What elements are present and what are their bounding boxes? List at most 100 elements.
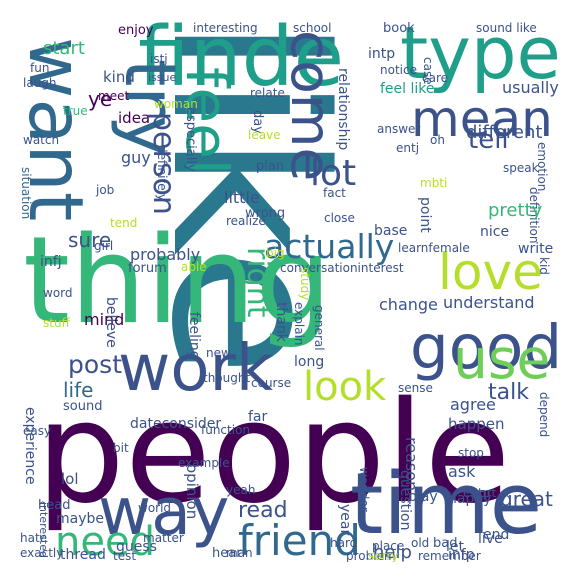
cloud-word: able xyxy=(181,260,207,274)
cloud-word: laugh xyxy=(23,76,57,90)
cloud-word: leave xyxy=(248,128,281,142)
cloud-word: maybe xyxy=(56,511,105,527)
cloud-word: fact xyxy=(323,186,346,200)
cloud-word: pretty xyxy=(488,200,543,221)
cloud-word: example xyxy=(178,456,230,470)
cloud-word: woman xyxy=(154,97,198,111)
cloud-word: interesting xyxy=(193,21,258,35)
cloud-word: write xyxy=(518,241,554,257)
cloud-word: especially xyxy=(183,107,198,172)
cloud-word: people xyxy=(36,372,511,535)
cloud-word: entj xyxy=(396,141,420,155)
cloud-word: function xyxy=(201,423,251,437)
cloud-word: yeah xyxy=(226,483,256,497)
cloud-word: watch xyxy=(23,133,60,147)
cloud-word: mind xyxy=(84,310,125,329)
cloud-word: emotion xyxy=(535,142,549,192)
cloud-word: mean xyxy=(411,90,553,148)
cloud-word: kid xyxy=(537,257,551,275)
cloud-word: oh xyxy=(430,133,445,147)
cloud-word: feeling xyxy=(186,312,202,360)
cloud-word: course xyxy=(251,376,292,390)
cloud-word: hard xyxy=(330,536,358,550)
cloud-word: learnfemale xyxy=(398,241,470,255)
cloud-word: little xyxy=(224,188,260,207)
cloud-word: school xyxy=(293,21,332,35)
cloud-word: agree xyxy=(450,395,496,414)
cloud-word: speak xyxy=(503,161,539,175)
cloud-word: entp xyxy=(463,486,491,500)
cloud-word: ask xyxy=(448,462,476,481)
word-cloud: like people thing time want finde type good work… xyxy=(18,12,562,562)
cloud-word: thread xyxy=(60,547,106,562)
cloud-word: sort xyxy=(473,486,497,500)
cloud-word: lot xyxy=(310,153,357,194)
cloud-word: guy xyxy=(121,148,151,167)
cloud-word: love xyxy=(438,243,543,301)
cloud-word: happen xyxy=(448,415,505,433)
cloud-word: care xyxy=(422,71,449,85)
cloud-word: wonder xyxy=(357,467,371,512)
cloud-word: let xyxy=(446,539,464,555)
cloud-word: explain xyxy=(292,302,306,346)
cloud-word: mbti xyxy=(420,176,448,190)
cloud-word: need xyxy=(55,519,155,562)
cloud-word: problem xyxy=(346,549,396,562)
cloud-word: general xyxy=(312,305,326,351)
cloud-word: sure xyxy=(68,228,112,252)
cloud-word: great xyxy=(500,487,553,511)
cloud-word: believe xyxy=(103,297,119,348)
cloud-word: true xyxy=(63,104,88,118)
cloud-word: hate xyxy=(20,531,48,545)
cloud-word: remember xyxy=(418,549,481,562)
cloud-word: exactly xyxy=(20,546,64,560)
cloud-word: guess xyxy=(116,539,157,555)
cloud-word: situation xyxy=(19,167,33,220)
cloud-word: finde xyxy=(138,12,345,105)
cloud-word: plan xyxy=(256,159,285,174)
cloud-word: look xyxy=(303,364,387,410)
cloud-word: experience xyxy=(22,407,38,485)
cloud-word: life xyxy=(63,378,94,402)
cloud-word: thank xyxy=(273,302,289,342)
cloud-word: study xyxy=(298,267,312,301)
cloud-word: intp xyxy=(368,46,396,62)
cloud-word: realize xyxy=(226,214,266,228)
cloud-word: conversationinterest xyxy=(280,261,404,275)
cloud-word: girl xyxy=(94,239,114,253)
cloud-word: big xyxy=(266,246,285,260)
cloud-word: world xyxy=(138,501,172,515)
cloud-word: sound like xyxy=(476,21,537,35)
cloud-word: stop xyxy=(458,446,484,460)
cloud-word: different xyxy=(466,122,543,143)
cloud-word: play xyxy=(408,489,438,505)
cloud-word: job xyxy=(96,183,115,197)
cloud-word: close xyxy=(324,211,355,225)
cloud-word: easy xyxy=(23,424,52,438)
cloud-word: idea xyxy=(118,109,151,127)
cloud-word: happy xyxy=(448,491,492,507)
cloud-word: depend xyxy=(537,392,551,438)
cloud-word: actually xyxy=(264,227,395,266)
cloud-word: man xyxy=(226,546,253,560)
cloud-word: stuff xyxy=(43,316,70,330)
cloud-word: old xyxy=(411,536,430,550)
cloud-word: relate xyxy=(250,86,285,100)
cloud-word: book xyxy=(383,21,415,36)
cloud-word: understand xyxy=(443,293,535,312)
cloud-word: nice xyxy=(480,224,510,240)
cloud-word: dateconsider xyxy=(130,416,222,432)
cloud-word: use xyxy=(453,327,551,391)
cloud-word: friend xyxy=(238,516,361,562)
cloud-word: thing xyxy=(23,212,332,351)
cloud-word: work xyxy=(118,332,273,406)
cloud-word: talk xyxy=(488,380,529,405)
cloud-word: enjoy xyxy=(118,23,154,38)
cloud-word: test xyxy=(113,549,137,562)
cloud-word: hear xyxy=(212,546,242,561)
cloud-word: end xyxy=(483,527,510,543)
cloud-word: definitely xyxy=(155,145,169,202)
cloud-word: read xyxy=(238,498,288,523)
cloud-word: good xyxy=(410,312,562,383)
